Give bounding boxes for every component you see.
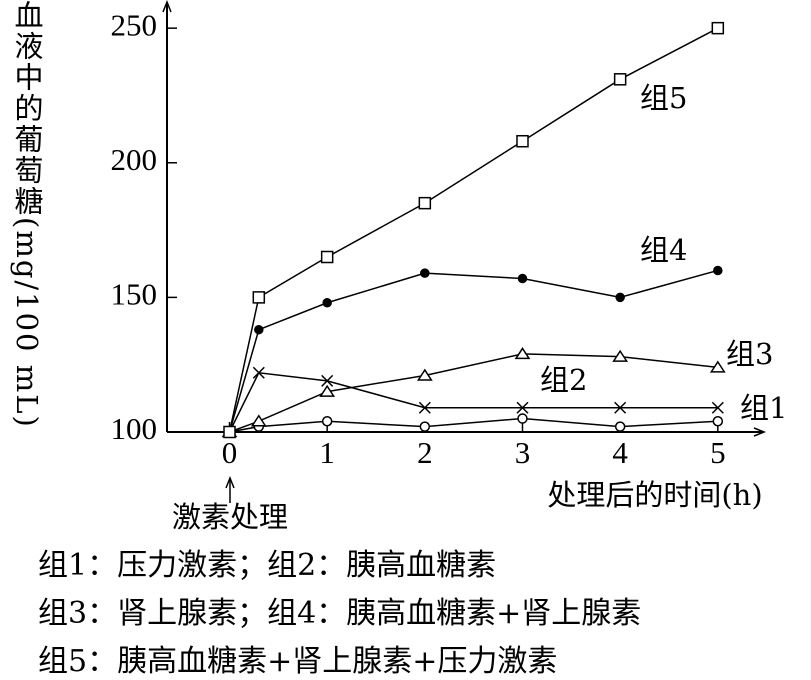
series-label: 组2	[540, 363, 587, 397]
y-axis-label: 血液中的葡萄糖(mg/100 mL)	[10, 0, 44, 429]
marker	[712, 415, 724, 427]
marker	[320, 250, 334, 264]
y-tick-label: 100	[111, 411, 158, 446]
marker	[713, 265, 723, 276]
x-tick-label: 5	[710, 435, 726, 470]
note: 组3：肾上腺素；组4：胰高血糖素+肾上腺素	[38, 596, 642, 631]
series-label: 组3	[726, 337, 773, 371]
marker	[614, 401, 627, 414]
note: 组5：胰高血糖素+肾上腺素+压力激素	[38, 644, 558, 679]
x-tick-label: 1	[319, 435, 335, 470]
y-tick-label: 200	[111, 142, 158, 177]
series-line	[229, 417, 718, 433]
marker	[252, 291, 266, 304]
marker	[250, 414, 267, 427]
marker	[254, 324, 264, 335]
marker	[612, 349, 629, 362]
series-label: 组1	[740, 391, 787, 425]
note: 组1：压力激素；组2：胰高血糖素	[38, 548, 497, 583]
marker	[416, 368, 433, 381]
marker	[420, 268, 430, 278]
y-axis-arrow	[162, 0, 172, 13]
x-tick-label: 0	[222, 435, 238, 470]
x-tick-label: 2	[417, 435, 433, 470]
marker	[516, 401, 529, 414]
marker	[615, 292, 625, 303]
marker	[711, 21, 725, 35]
x-axis-label: 处理后的时间(h)	[547, 478, 762, 512]
marker	[614, 421, 626, 432]
marker	[322, 298, 332, 308]
x-tick-label: 4	[612, 435, 628, 470]
x-tick-label: 3	[515, 435, 531, 470]
series-line	[229, 353, 718, 433]
x-axis-arrow	[753, 427, 767, 437]
y-tick-label: 250	[111, 7, 158, 42]
marker	[516, 134, 529, 148]
marker	[613, 73, 627, 86]
marker	[418, 196, 432, 210]
annotation-arrow-head	[225, 475, 235, 489]
marker	[319, 384, 336, 397]
marker	[418, 401, 431, 414]
marker	[517, 273, 528, 284]
marker	[321, 415, 333, 427]
series-label: 组4	[640, 233, 687, 267]
marker	[711, 401, 724, 414]
marker	[517, 413, 528, 424]
series-label: 组5	[640, 81, 687, 115]
marker	[514, 347, 531, 360]
marker	[223, 425, 236, 439]
marker	[321, 374, 334, 387]
marker	[252, 366, 265, 379]
y-tick-label: 150	[111, 276, 158, 311]
marker	[709, 360, 726, 373]
marker	[419, 421, 431, 432]
annotation: 激素处理	[172, 500, 288, 534]
